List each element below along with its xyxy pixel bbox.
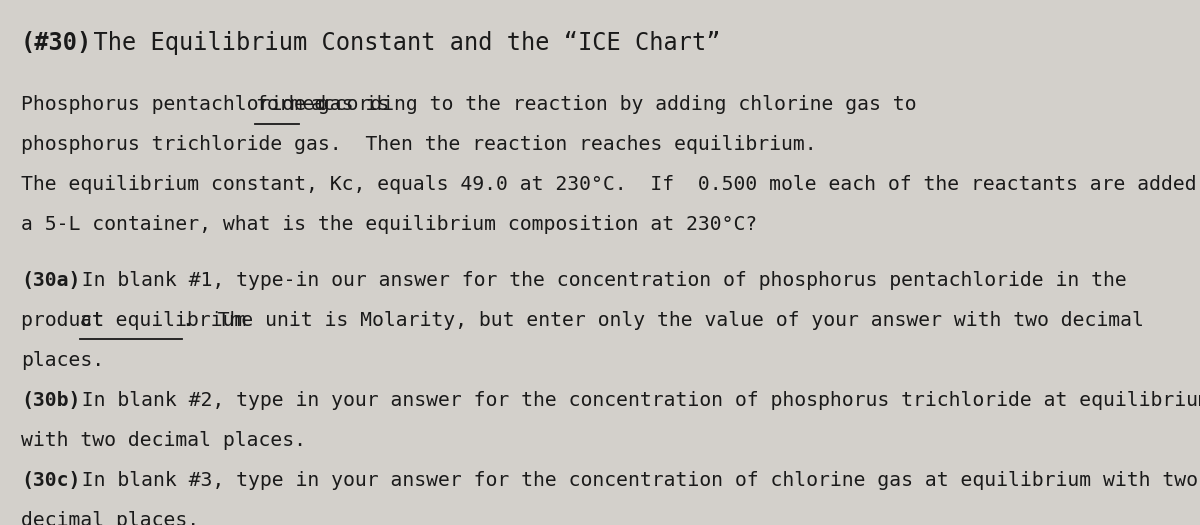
Text: at equilibrium: at equilibrium <box>79 311 246 330</box>
Text: .  The unit is Molarity, but enter only the value of your answer with two decima: . The unit is Molarity, but enter only t… <box>182 311 1144 330</box>
Text: (30b): (30b) <box>22 391 80 410</box>
Text: a 5-L container, what is the equilibrium composition at 230°C?: a 5-L container, what is the equilibrium… <box>22 215 757 234</box>
Text: decimal places.: decimal places. <box>22 511 199 525</box>
Text: with two decimal places.: with two decimal places. <box>22 431 306 450</box>
Text: In blank #1, type-in our answer for the concentration of phosphorus pentachlorid: In blank #1, type-in our answer for the … <box>58 271 1127 290</box>
Text: In blank #3, type in your answer for the concentration of chlorine gas at equili: In blank #3, type in your answer for the… <box>58 471 1198 490</box>
Text: according to the reaction by adding chlorine gas to: according to the reaction by adding chlo… <box>299 96 917 114</box>
Text: Phosphorus pentachloride gas is: Phosphorus pentachloride gas is <box>22 96 401 114</box>
Text: formed: formed <box>256 96 326 114</box>
Text: (#30): (#30) <box>22 31 92 55</box>
Text: In blank #2, type in your answer for the concentration of phosphorus trichloride: In blank #2, type in your answer for the… <box>58 391 1200 410</box>
Text: (30c): (30c) <box>22 471 80 490</box>
Text: The equilibrium constant, Kc, equals 49.0 at 230°C.  If  0.500 mole each of the : The equilibrium constant, Kc, equals 49.… <box>22 175 1200 194</box>
Text: phosphorus trichloride gas.  Then the reaction reaches equilibrium.: phosphorus trichloride gas. Then the rea… <box>22 135 817 154</box>
Text: product: product <box>22 311 116 330</box>
Text: The Equilibrium Constant and the “ICE Chart”: The Equilibrium Constant and the “ICE Ch… <box>65 31 720 55</box>
Text: (30a): (30a) <box>22 271 80 290</box>
Text: places.: places. <box>22 351 104 370</box>
